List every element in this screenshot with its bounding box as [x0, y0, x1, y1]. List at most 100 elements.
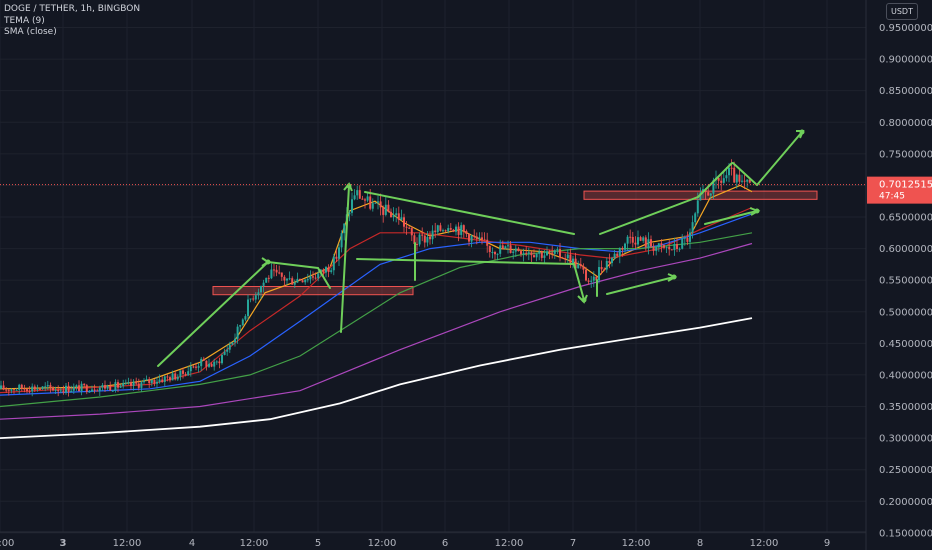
price-tick-label: 0.4500000 — [879, 339, 932, 350]
price-tick-label: 0.3500000 — [879, 402, 932, 413]
candle-body — [377, 201, 379, 203]
candle-body — [577, 264, 580, 269]
price-tick-label: 0.6000000 — [879, 244, 932, 255]
candle-body — [54, 389, 57, 391]
candle-body — [301, 280, 304, 283]
candle-body — [208, 363, 210, 367]
candle-body — [642, 237, 645, 241]
candle-body — [631, 236, 634, 243]
candle-body — [530, 252, 533, 256]
candle-body — [153, 379, 156, 384]
candle-body — [592, 276, 595, 281]
candle-body — [694, 213, 697, 223]
candle-body — [195, 366, 197, 368]
currency-unit-button[interactable]: USDT — [886, 3, 918, 20]
candle-body — [475, 236, 478, 239]
arrow-head-icon — [667, 273, 678, 282]
candle-body — [488, 245, 491, 253]
candle-body — [559, 249, 561, 258]
candle-body — [665, 246, 668, 248]
candle-body — [93, 389, 96, 391]
time-tick-label: 12:00 — [622, 538, 651, 549]
candle-body — [306, 279, 309, 281]
candle-body — [75, 385, 78, 387]
candle-body — [533, 255, 535, 258]
candle-body — [605, 260, 608, 270]
moving-average-line-5 — [0, 242, 753, 420]
time-tick-label: 12:00 — [750, 538, 779, 549]
price-tick-label: 0.3000000 — [879, 434, 932, 445]
candle-body — [564, 258, 567, 260]
candle-body — [379, 201, 382, 208]
candle-body — [416, 243, 418, 245]
candle-body — [418, 234, 421, 245]
time-tick-label: 12:00 — [0, 538, 14, 549]
candle-body — [174, 373, 177, 380]
candle-body — [273, 269, 275, 271]
candle-body — [613, 253, 616, 259]
candle-body — [514, 248, 517, 252]
indicator-tema-label[interactable]: TEMA (9) — [4, 16, 45, 26]
symbol-title[interactable]: DOGE / TETHER, 1h, BINGBON — [4, 4, 141, 14]
candle-body — [184, 373, 187, 376]
candle-body — [52, 387, 54, 391]
trendline-annotation — [317, 267, 331, 289]
trendline-annotation — [573, 263, 585, 301]
candle-body — [5, 389, 8, 391]
candle-body — [655, 247, 658, 251]
candle-body — [707, 192, 710, 196]
candle-body — [496, 253, 499, 255]
arrow-head-icon — [749, 207, 761, 216]
candle-body — [481, 237, 483, 240]
candle-body — [444, 230, 447, 232]
candle-body — [88, 391, 91, 393]
candle-body — [189, 366, 192, 372]
candle-body — [517, 248, 520, 252]
candle-body — [691, 222, 694, 233]
candle-body — [13, 389, 15, 391]
candle-body — [249, 298, 252, 300]
candle-body — [421, 234, 424, 236]
candle-body — [436, 225, 439, 233]
candle-body — [353, 195, 356, 200]
trendline-annotation — [599, 196, 699, 235]
candle-body — [748, 179, 751, 183]
candle-body — [106, 385, 109, 389]
candle-body — [291, 278, 294, 285]
candle-body — [743, 180, 746, 182]
candle-body — [145, 379, 148, 381]
trendline-annotation — [356, 258, 575, 265]
candle-body — [486, 239, 489, 246]
candle-body — [275, 269, 278, 273]
candle-body — [330, 270, 333, 272]
candle-body — [660, 243, 663, 246]
candle-body — [137, 383, 140, 388]
indicator-sma-label[interactable]: SMA (close) — [4, 27, 57, 37]
candle-body — [2, 385, 5, 390]
price-tick-label: 0.2500000 — [879, 465, 932, 476]
candle-body — [637, 237, 639, 245]
candle-body — [135, 381, 138, 384]
candle-body — [158, 379, 161, 382]
candle-body — [431, 230, 434, 240]
candle-body — [192, 366, 195, 368]
candle-body — [449, 228, 452, 230]
candle-body — [696, 200, 699, 214]
arrow-head-icon — [343, 182, 353, 192]
candle-body — [616, 253, 619, 256]
time-tick-label: 6 — [442, 538, 448, 549]
time-tick-label: 12:00 — [113, 538, 142, 549]
candle-body — [325, 267, 327, 273]
candle-body — [335, 256, 338, 259]
candle-body — [221, 354, 223, 364]
price-tick-label: 0.9500000 — [879, 23, 932, 34]
candle-body — [26, 389, 28, 392]
candle-body — [400, 217, 403, 220]
candle-body — [509, 245, 512, 253]
candle-body — [57, 389, 60, 392]
candle-body — [527, 252, 530, 254]
candle-body — [236, 326, 239, 339]
candle-body — [49, 385, 52, 388]
